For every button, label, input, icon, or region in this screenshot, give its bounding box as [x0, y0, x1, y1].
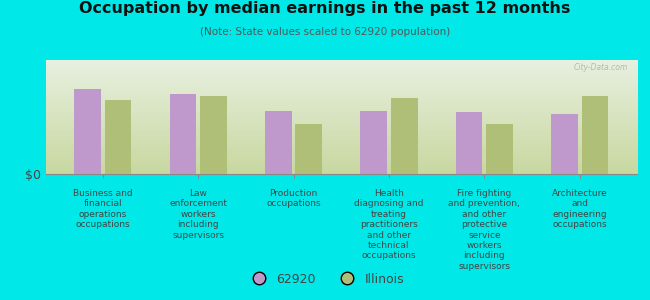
- Text: City-Data.com: City-Data.com: [574, 63, 628, 72]
- Bar: [486, 124, 513, 174]
- Text: (Note: State values scaled to 62920 population): (Note: State values scaled to 62920 popu…: [200, 27, 450, 37]
- Bar: [170, 94, 196, 174]
- Bar: [74, 89, 101, 174]
- Bar: [105, 100, 131, 174]
- Text: Production
occupations: Production occupations: [266, 189, 321, 208]
- Legend: 62920, Illinois: 62920, Illinois: [241, 268, 409, 291]
- Bar: [551, 114, 578, 174]
- Bar: [391, 98, 417, 174]
- Bar: [265, 111, 292, 174]
- Bar: [200, 96, 227, 174]
- Text: Fire fighting
and prevention,
and other
protective
service
workers
including
sup: Fire fighting and prevention, and other …: [448, 189, 520, 271]
- Text: Architecture
and
engineering
occupations: Architecture and engineering occupations: [552, 189, 608, 229]
- Text: Health
diagnosing and
treating
practitioners
and other
technical
occupations: Health diagnosing and treating practitio…: [354, 189, 424, 260]
- Text: Occupation by median earnings in the past 12 months: Occupation by median earnings in the pas…: [79, 2, 571, 16]
- Bar: [360, 111, 387, 174]
- Bar: [296, 124, 322, 174]
- Bar: [582, 96, 608, 174]
- Text: Law
enforcement
workers
including
supervisors: Law enforcement workers including superv…: [169, 189, 227, 240]
- Bar: [456, 112, 482, 174]
- Text: Business and
financial
operations
occupations: Business and financial operations occupa…: [73, 189, 133, 229]
